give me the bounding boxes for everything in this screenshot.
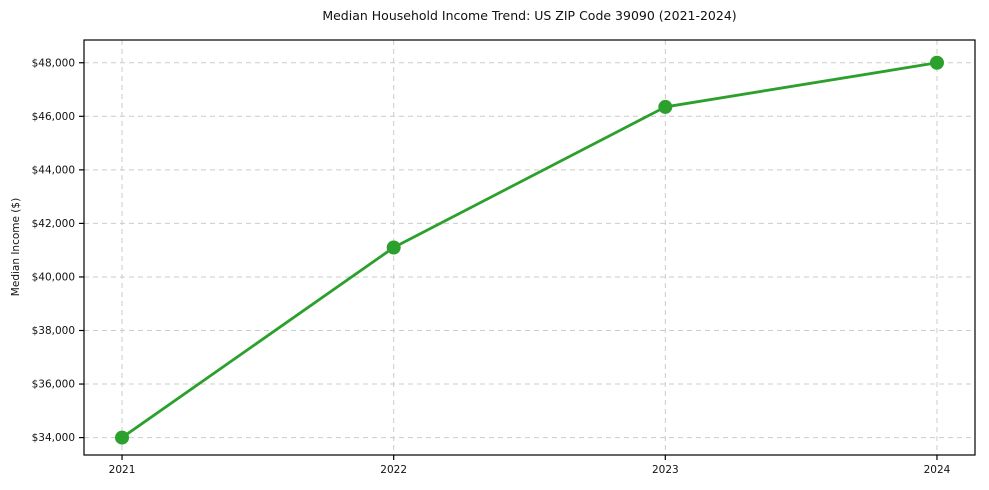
y-tick-label: $34,000	[32, 432, 75, 444]
data-point	[929, 55, 944, 70]
y-tick-label: $38,000	[32, 325, 75, 337]
axes-frame	[83, 39, 976, 456]
y-tick-label: $42,000	[32, 218, 75, 230]
x-tick-label: 2022	[380, 464, 407, 476]
chart-title: Median Household Income Trend: US ZIP Co…	[322, 8, 737, 23]
y-tick-label: $40,000	[32, 271, 75, 283]
x-tick-label: 2023	[652, 464, 679, 476]
data-point	[115, 430, 130, 445]
y-tick-label: $36,000	[32, 379, 75, 391]
y-tick-label: $44,000	[32, 164, 75, 176]
y-axis-label: Median Income ($)	[10, 197, 22, 297]
trend-line	[120, 61, 939, 439]
y-tick-label: $48,000	[32, 57, 75, 69]
data-point	[386, 240, 401, 255]
x-tick-label: 2024	[924, 464, 951, 476]
x-tick-label: 2021	[109, 464, 136, 476]
data-point	[658, 99, 673, 114]
y-tick-label: $46,000	[32, 111, 75, 123]
